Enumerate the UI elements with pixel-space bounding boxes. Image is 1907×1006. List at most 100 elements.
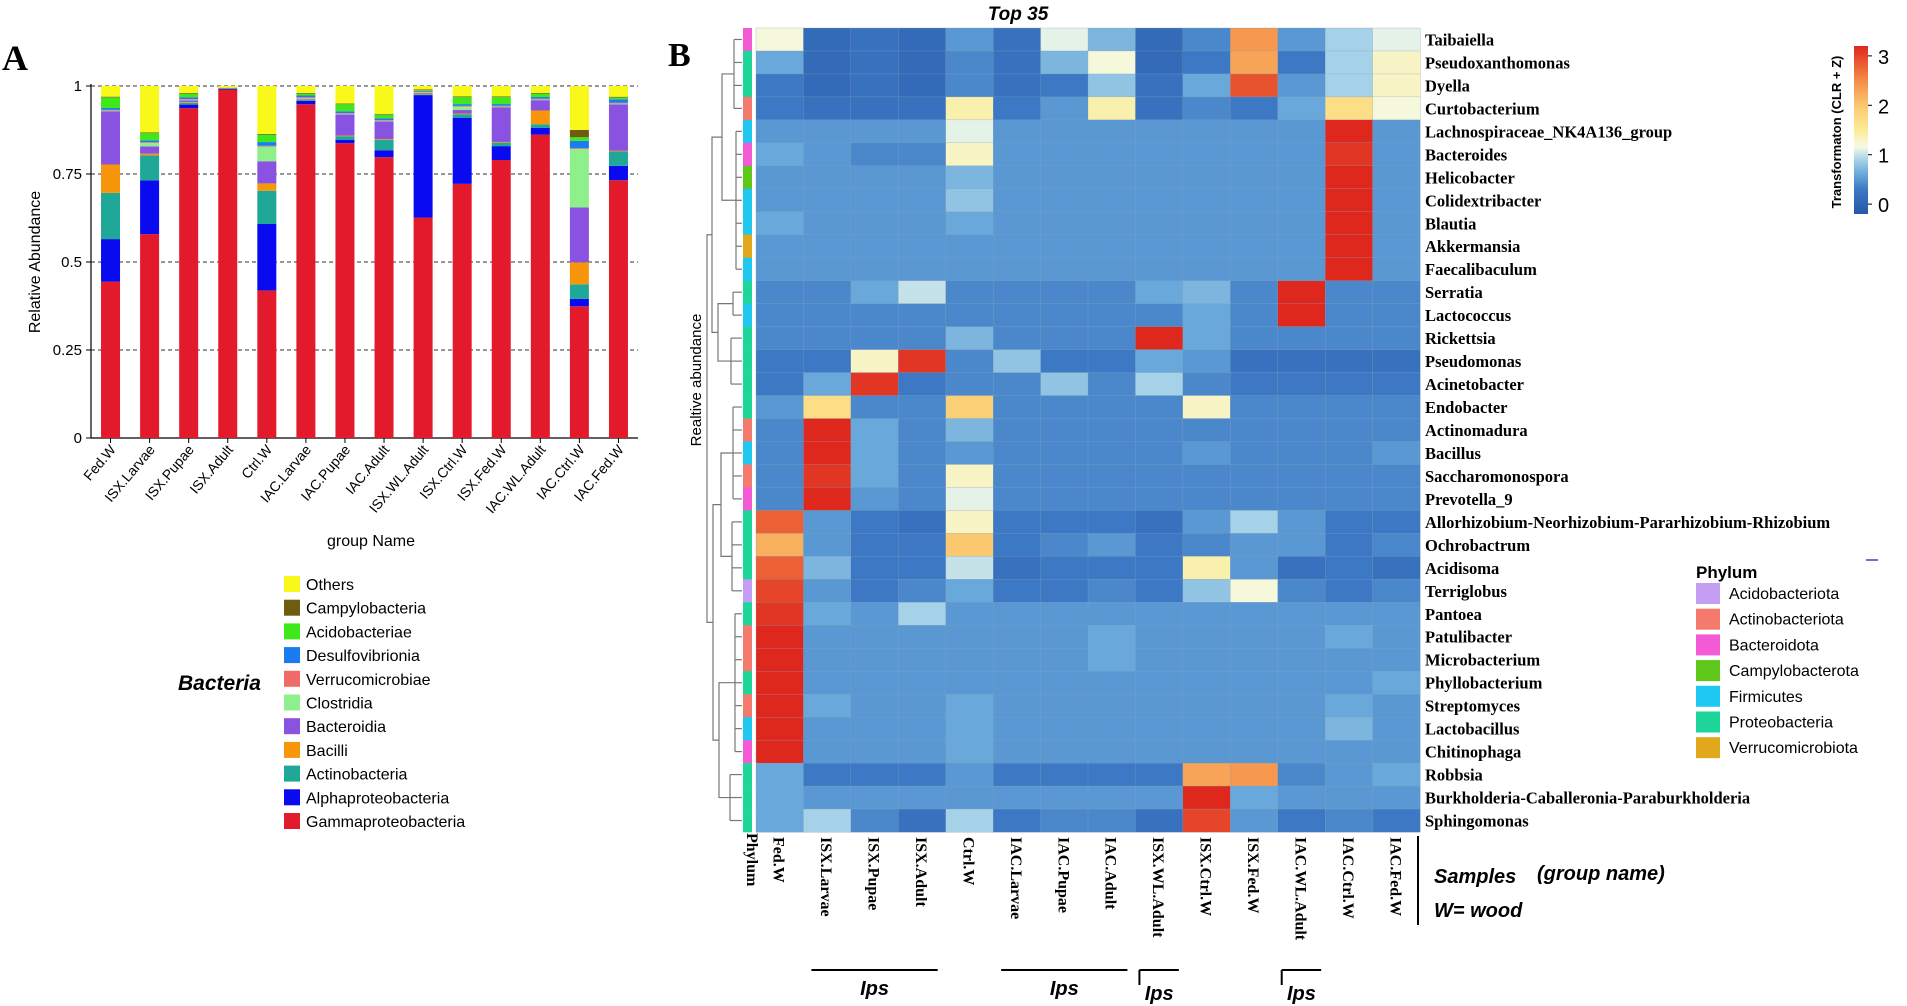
bar-segment-others [452, 86, 472, 97]
y-tick-label: 0.5 [61, 254, 82, 271]
bar-segment-gammaproteobacteria [218, 89, 238, 439]
bar-segment-verrucomicrobiae [296, 97, 316, 98]
bar-segment-verrucomicrobiae [374, 120, 394, 121]
bar-segment-clostridia [413, 92, 433, 93]
bar-segment-verrucomicrobiae [257, 145, 277, 147]
bar-segment-campylobacteria [257, 133, 277, 135]
legend-swatch [284, 670, 300, 687]
bar-segment-bacilli [335, 135, 355, 137]
bar-segment-verrucomicrobiae [530, 98, 550, 100]
legend-swatch [284, 765, 300, 782]
bar-segment-gammaproteobacteria [296, 104, 316, 439]
bar-segment-alphaproteobacteria [452, 117, 472, 184]
legend-label: Clostridia [306, 696, 373, 713]
bar-segment-bacilli [413, 93, 433, 95]
bar-segment-bacilli [491, 141, 511, 143]
bar-segment-verrucomicrobiae [569, 148, 589, 149]
bar-segment-acidobacteriae [296, 93, 316, 96]
legend-swatch [284, 789, 300, 806]
bar-segment-campylobacteria [491, 96, 511, 98]
bar-segment-acidobacteriae [530, 93, 550, 98]
bar-segment-gammaproteobacteria [140, 234, 160, 438]
bar-segment-verrucomicrobiae [413, 91, 433, 93]
bar-segment-actinobacteria [335, 136, 355, 140]
bar-segment-bacilli [374, 138, 394, 140]
bar-segment-clostridia [257, 146, 277, 162]
bar-segment-acidobacteriae [608, 97, 628, 100]
bar-segment-verrucomicrobiae [179, 98, 199, 100]
panel-a-legend-title: Bacteria [178, 672, 261, 695]
bar-segment-actinobacteria [491, 142, 511, 147]
bar-segment-bacteroidia [257, 161, 277, 184]
legend-label: Actinobacteria [306, 767, 407, 784]
bar-segment-gammaproteobacteria [257, 290, 277, 438]
bar-segment-campylobacteria [101, 96, 121, 98]
bar-segment-campylobacteria [374, 114, 394, 115]
bar-segment-actinobacteria [218, 88, 238, 89]
bar-segment-acidobacteriae [257, 134, 277, 143]
y-tick-label: 1 [74, 78, 82, 95]
bar-segment-bacilli [608, 150, 628, 152]
bar-segment-bacilli [296, 99, 316, 101]
y-tick-label: 0.75 [53, 166, 82, 183]
bar-segment-campylobacteria [140, 132, 160, 134]
bar-segment-desulfovibrionia [530, 97, 550, 99]
panel-a-y-axis-label: Relative Abundance [27, 191, 44, 333]
legend-label: Bacilli [306, 743, 348, 760]
legend-swatch [284, 647, 300, 664]
bar-segment-gammaproteobacteria [569, 306, 589, 438]
bar-segment-acidobacteriae [140, 133, 160, 141]
legend-swatch [284, 718, 300, 735]
bar-segment-actinobacteria [452, 114, 472, 118]
bar-segment-desulfovibrionia [374, 118, 394, 121]
bar-segment-bacteroidia [296, 98, 316, 100]
bar-segment-acidobacteriae [179, 93, 199, 98]
bar-segment-bacteroidia [374, 121, 394, 139]
legend-swatch [284, 623, 300, 640]
bar-segment-bacteroidia [569, 207, 589, 263]
bar-segment-gammaproteobacteria [413, 217, 433, 438]
bar-segment-desulfovibrionia [413, 90, 433, 92]
legend-label: Campylobacteria [306, 601, 426, 618]
bar-segment-verrucomicrobiae [335, 113, 355, 114]
bar-segment-alphaproteobacteria [335, 139, 355, 144]
bar-segment-others [179, 86, 199, 94]
legend-label: Others [306, 577, 354, 594]
bar-segment-gammaproteobacteria [452, 183, 472, 438]
bar-segment-bacteroidia [452, 110, 472, 114]
bar-segment-bacteroidia [179, 100, 199, 103]
bar-segment-gammaproteobacteria [335, 143, 355, 438]
bar-segment-alphaproteobacteria [257, 223, 277, 291]
legend-label: Verrucomicrobiae [306, 672, 431, 689]
bar-segment-bacteroidia [101, 111, 121, 165]
bar-segment-others [335, 86, 355, 104]
bar-segment-alphaproteobacteria [101, 239, 121, 282]
bar-segment-clostridia [374, 120, 394, 122]
bar-segment-clostridia [296, 97, 316, 99]
bar-segment-bacilli [179, 102, 199, 103]
panel-a-bars [101, 86, 628, 439]
bar-segment-campylobacteria [608, 96, 628, 98]
bar-segment-acidobacteriae [569, 137, 589, 141]
bar-segment-desulfovibrionia [101, 108, 121, 110]
bar-segment-clostridia [530, 99, 550, 101]
bar-segment-campylobacteria [530, 92, 550, 94]
panel-a-y-ticks: 0 0.25 0.5 0.75 1 [53, 78, 91, 447]
bar-segment-others [374, 86, 394, 115]
bar-segment-campylobacteria [413, 89, 433, 91]
bar-segment-bacilli [530, 110, 550, 125]
bar-segment-acidobacteriae [452, 97, 472, 105]
bar-segment-actinobacteria [140, 155, 160, 181]
bar-segment-clostridia [179, 99, 199, 101]
bar-segment-acidobacteriae [491, 97, 511, 105]
bar-segment-bacteroidia [608, 104, 628, 151]
bar-segment-desulfovibrionia [569, 140, 589, 149]
bar-segment-acidobacteriae [101, 97, 121, 109]
bar-segment-actinobacteria [101, 192, 121, 240]
bar-segment-alphaproteobacteria [218, 88, 238, 90]
bar-segment-clostridia [140, 142, 160, 147]
bar-segment-desulfovibrionia [257, 142, 277, 146]
bar-segment-alphaproteobacteria [569, 298, 589, 307]
bar-segment-actinobacteria [296, 100, 316, 101]
